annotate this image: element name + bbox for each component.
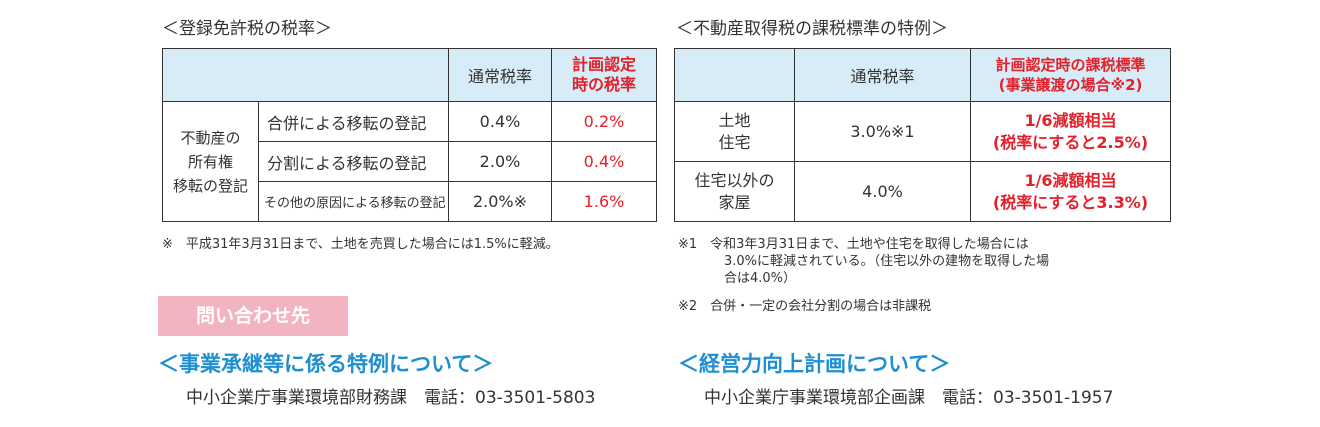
left-section-title: ＜登録免許税の税率＞ xyxy=(162,19,332,39)
right-footnote-1: ※1 令和3年3月31日まで、土地や住宅を取得した場合には 3.0%に軽減されて… xyxy=(678,236,1049,287)
header-special-rate: 計画認定 時の税率 xyxy=(551,48,657,102)
header-special-rate-line1: 計画認定 xyxy=(571,55,636,74)
row-special-rate: 0.2% xyxy=(551,101,657,142)
header-special-standard-line1: 計画認定時の課税標準 xyxy=(995,56,1146,74)
left-footnote: ※ 平成31年3月31日まで、土地を売買した場合には1.5%に軽減。 xyxy=(162,237,559,252)
row-normal-rate: 2.0%※ xyxy=(448,181,552,222)
contact-right-heading: ＜経営力向上計画について＞ xyxy=(678,352,951,376)
row-label: 合併による移転の登記 xyxy=(258,101,449,142)
right-footnote-1-line3: 合は4.0%） xyxy=(724,271,797,286)
header-blank-cell xyxy=(674,48,795,102)
row-group-label: 不動産の 所有権 移転の登記 xyxy=(162,101,259,222)
contact-left-heading: ＜事業承継等に係る特例について＞ xyxy=(158,352,494,376)
contact-left-line: 中小企業庁事業環境部財務課 電話：03-3501-5803 xyxy=(186,388,596,408)
header-normal-rate: 通常税率 xyxy=(448,48,552,102)
header-special-standard: 計画認定時の課税標準 (事業譲渡の場合※2) xyxy=(970,48,1171,102)
row-special-standard-line1: 1/6減額相当 xyxy=(1024,170,1117,190)
right-footnote-1-line2: 3.0%に軽減されている。（住宅以外の建物を取得した場 xyxy=(724,254,1050,269)
row-special-standard-line2: (税率にすると3.3%) xyxy=(992,192,1149,212)
row-group-label-line1: 不動産の xyxy=(180,128,241,147)
row-label: 土地 住宅 xyxy=(674,101,795,162)
row-special-standard-line1: 1/6減額相当 xyxy=(1024,110,1117,130)
row-label-line2: 家屋 xyxy=(718,192,751,212)
row-label-line2: 住宅 xyxy=(718,132,751,152)
row-special-standard-line2: (税率にすると2.5%) xyxy=(992,132,1149,152)
row-label: その他の原因による移転の登記 xyxy=(258,181,449,222)
row-normal-rate: 4.0% xyxy=(794,161,971,222)
header-blank-cell xyxy=(162,48,449,102)
right-footnote-2: ※2 合併・一定の会社分割の場合は非課税 xyxy=(678,299,932,314)
header-special-standard-line2: (事業譲渡の場合※2) xyxy=(998,76,1143,94)
acquisition-tax-table: 通常税率 計画認定時の課税標準 (事業譲渡の場合※2) 土地 住宅 3.0%※1… xyxy=(674,48,1171,222)
row-label-line1: 土地 xyxy=(718,110,751,130)
header-normal-rate: 通常税率 xyxy=(794,48,971,102)
row-group-label-line2: 所有権 xyxy=(187,152,233,171)
right-section-title: ＜不動産取得税の課税標準の特例＞ xyxy=(676,19,948,39)
row-group-label-line3: 移転の登記 xyxy=(172,176,248,195)
row-normal-rate: 0.4% xyxy=(448,101,552,142)
header-special-rate-line2: 時の税率 xyxy=(571,75,636,94)
row-special-rate: 0.4% xyxy=(551,141,657,182)
row-special-standard: 1/6減額相当 (税率にすると2.5%) xyxy=(970,101,1171,162)
registration-tax-table: 通常税率 計画認定 時の税率 不動産の 所有権 移転の登記 合併による移転の登記… xyxy=(162,48,657,222)
row-normal-rate: 3.0%※1 xyxy=(794,101,971,162)
row-special-rate: 1.6% xyxy=(551,181,657,222)
contact-badge: 問い合わせ先 xyxy=(158,296,348,336)
row-label-line1: 住宅以外の xyxy=(694,170,775,190)
row-label: 住宅以外の 家屋 xyxy=(674,161,795,222)
right-footnote-1-line1: ※1 令和3年3月31日まで、土地や住宅を取得した場合には xyxy=(678,237,1029,252)
contact-right-line: 中小企業庁事業環境部企画課 電話：03-3501-1957 xyxy=(704,388,1114,408)
row-label: 分割による移転の登記 xyxy=(258,141,449,182)
row-normal-rate: 2.0% xyxy=(448,141,552,182)
row-special-standard: 1/6減額相当 (税率にすると3.3%) xyxy=(970,161,1171,222)
